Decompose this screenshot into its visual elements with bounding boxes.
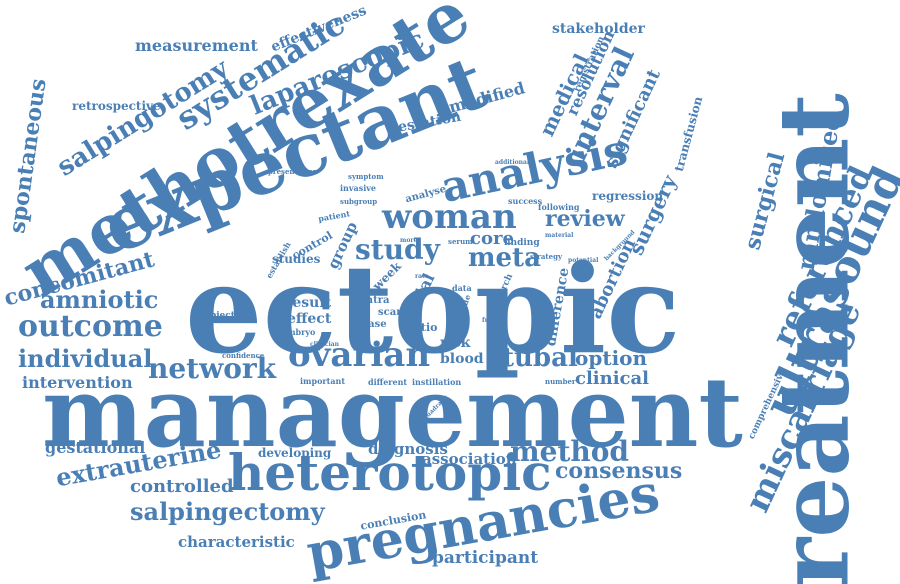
word-core: core bbox=[470, 228, 514, 249]
word-scan: scan bbox=[378, 307, 404, 318]
word-strategy: strategy bbox=[530, 252, 563, 261]
word-retrospective: retrospective bbox=[72, 99, 161, 113]
word-confidence: confidence bbox=[222, 351, 265, 360]
word-important: important bbox=[300, 376, 346, 386]
word-instillation: instillation bbox=[412, 377, 462, 387]
word-characteristic: characteristic bbox=[178, 533, 295, 551]
word-data: data bbox=[452, 283, 472, 293]
word-amniotic: amniotic bbox=[40, 285, 159, 314]
word-diagnosis: diagnosis bbox=[368, 440, 448, 458]
word-network: network bbox=[148, 352, 277, 385]
word-gestational: gestational bbox=[45, 438, 146, 457]
word-presentation: presentation bbox=[268, 167, 318, 176]
word-clinician: clinician bbox=[310, 341, 340, 348]
word-finding: finding bbox=[504, 238, 540, 248]
word-blood: blood bbox=[440, 351, 484, 367]
word-clinical: clinical bbox=[575, 368, 650, 389]
word-salpingectomy: salpingectomy bbox=[130, 497, 325, 526]
word-measurement: measurement bbox=[135, 36, 258, 55]
word-studies: studies bbox=[272, 252, 321, 266]
word-result: result bbox=[285, 295, 332, 311]
word-transfusion: transfusion bbox=[671, 94, 706, 174]
word-more: more bbox=[400, 237, 418, 244]
word-ectopic: ectopic bbox=[185, 237, 681, 381]
word-intra: intra bbox=[362, 295, 390, 306]
word-case: case bbox=[362, 319, 387, 330]
word-stakeholder: stakeholder bbox=[552, 21, 645, 37]
word-consensus: consensus bbox=[555, 458, 683, 484]
word-risk: risk bbox=[440, 335, 471, 351]
word-participant: participant bbox=[432, 548, 539, 568]
word-heterotopic: heterotopic bbox=[228, 443, 552, 502]
word-ovarian: ovarian bbox=[288, 335, 431, 375]
word-association: association bbox=[422, 450, 517, 468]
word-option: option bbox=[575, 346, 648, 370]
word-individual: individual bbox=[18, 344, 153, 373]
word-invasive: invasive bbox=[340, 183, 376, 193]
word-controlled: controlled bbox=[130, 476, 234, 497]
word-serum: serum bbox=[448, 237, 473, 246]
word-review: review bbox=[545, 206, 625, 232]
word-method: method bbox=[510, 435, 629, 468]
word-management: management bbox=[42, 356, 743, 469]
word-developing: developing bbox=[258, 446, 332, 460]
word-effect: effect bbox=[287, 311, 332, 327]
word-meta: meta bbox=[468, 243, 541, 273]
word-following: following bbox=[538, 202, 580, 212]
word-embryo: embryo bbox=[282, 327, 316, 337]
word-tubal: tubal bbox=[502, 343, 578, 373]
word-number: number bbox=[545, 377, 576, 386]
word-spontaneous: spontaneous bbox=[4, 76, 52, 236]
word-different: different bbox=[368, 377, 408, 387]
word-rate: rate bbox=[415, 273, 429, 280]
word-regression: regression bbox=[592, 189, 664, 203]
word-material: material bbox=[545, 232, 574, 239]
word-subgroup: subgroup bbox=[340, 197, 378, 206]
word-objective: objective bbox=[204, 311, 250, 321]
word-study: study bbox=[355, 233, 440, 266]
word-additional: additional bbox=[495, 159, 530, 166]
word-ratio: ratio bbox=[408, 321, 438, 334]
word-woman: woman bbox=[382, 197, 517, 237]
word-potential: potential bbox=[568, 257, 599, 264]
word-intervention: intervention bbox=[22, 373, 133, 392]
word-future: future bbox=[482, 317, 504, 324]
word-success: success bbox=[508, 196, 543, 206]
word-outcome: outcome bbox=[18, 309, 163, 344]
word-symptom: symptom bbox=[348, 172, 384, 181]
